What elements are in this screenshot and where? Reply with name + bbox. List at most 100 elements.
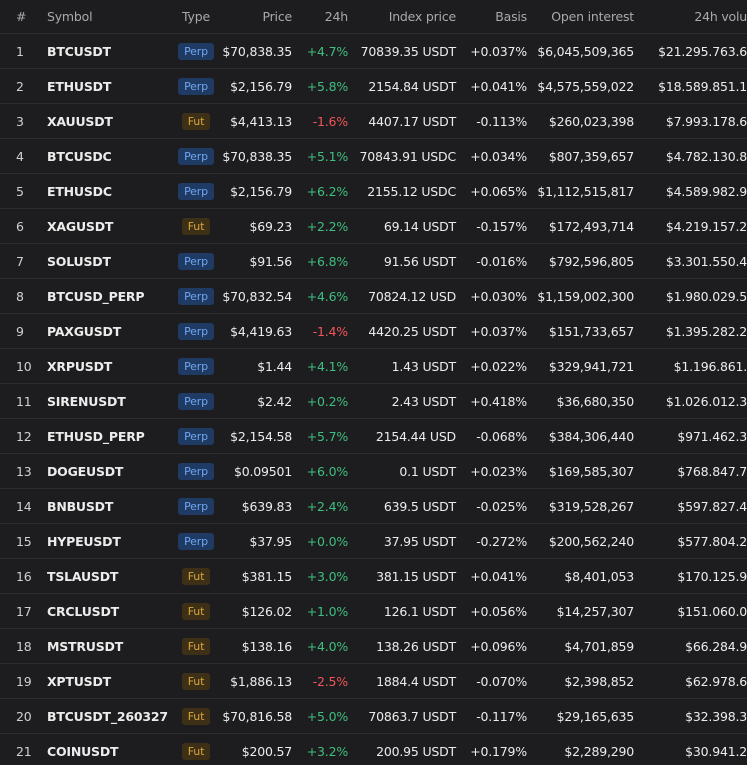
volume-24h: $3.301.550.4	[665, 253, 747, 269]
change-24h: +6.2%	[306, 183, 348, 199]
symbol: BNBUSDT	[47, 498, 114, 514]
symbol-cell: COINUSDT	[47, 734, 119, 765]
price-cell: $70,832.54	[222, 279, 292, 313]
type: Perp	[178, 42, 214, 60]
basis: +0.023%	[470, 463, 527, 479]
symbol-cell: CRCLUSDT	[47, 594, 119, 628]
basis: +0.037%	[470, 43, 527, 59]
open-interest-cell: $4,575,559,022	[537, 69, 634, 103]
type: Perp	[178, 392, 214, 410]
symbol: BTCUSDT_260327	[47, 708, 168, 724]
table-row: 19 XPTUSDT Fut $1,886.13 -2.5% 1884.4 USDT -0.…	[0, 664, 747, 699]
symbol-cell: BTCUSDT_260327	[47, 699, 168, 733]
index-cell: 15	[16, 524, 32, 558]
type-cell: Perp	[156, 244, 236, 278]
header-text: #	[16, 9, 27, 24]
type-cell: Perp	[156, 279, 236, 313]
type: Fut	[181, 602, 211, 620]
index-price-cell: 70839.35 USDT	[360, 34, 457, 68]
volume-24h-cell: $30.941.2	[685, 734, 747, 765]
change-24h: +5.8%	[306, 78, 348, 94]
table-row: 5 ETHUSDC Perp $2,156.79 +6.2% 2155.12 USDC +0…	[0, 174, 747, 209]
change-24h-cell: +0.2%	[307, 384, 348, 418]
index: 12	[16, 428, 32, 444]
symbol: SOLUSDT	[47, 253, 111, 269]
basis-cell: +0.037%	[470, 34, 527, 68]
symbol-cell: PAXGUSDT	[47, 314, 121, 348]
basis-cell: +0.179%	[470, 734, 527, 765]
column-header: Open interest	[551, 0, 634, 33]
basis: +0.037%	[470, 323, 527, 339]
header-text: Type	[182, 9, 210, 24]
type: Perp	[178, 252, 214, 270]
index-price-cell: 381.15 USDT	[376, 559, 456, 593]
volume-24h: $1.395.282.2	[665, 323, 747, 339]
open-interest: $6,045,509,365	[537, 43, 634, 59]
volume-24h-cell: $4.219.157.2	[666, 209, 747, 243]
basis: +0.030%	[470, 288, 527, 304]
table-row: 7 SOLUSDT Perp $91.56 +6.8% 91.56 USDT -0.016%…	[0, 244, 747, 279]
symbol: SIRENUSDT	[47, 393, 126, 409]
change-24h: +6.0%	[306, 463, 348, 479]
type: Perp	[178, 147, 214, 165]
symbol: ETHUSDT	[47, 78, 112, 94]
index-price: 70839.35 USDT	[360, 43, 457, 59]
symbol: XPTUSDT	[47, 673, 111, 689]
column-header: Type	[156, 0, 236, 33]
change-24h: +4.7%	[306, 43, 348, 59]
column-header: Symbol	[47, 0, 93, 33]
change-24h-cell: +1.0%	[307, 594, 348, 628]
open-interest: $4,575,559,022	[537, 78, 634, 94]
change-24h-cell: -2.5%	[313, 664, 348, 698]
price: $4,419.63	[230, 323, 292, 339]
symbol: PAXGUSDT	[47, 323, 122, 339]
index-price: 381.15 USDT	[376, 568, 456, 584]
type-cell: Perp	[156, 174, 236, 208]
change-24h: -1.6%	[312, 113, 348, 129]
index-price-cell: 70843.91 USDC	[360, 139, 457, 173]
index-price: 1.43 USDT	[391, 358, 457, 374]
symbol: DOGEUSDT	[47, 463, 124, 479]
volume-24h: $768.847.7	[677, 463, 747, 479]
index-cell: 2	[16, 69, 24, 103]
index: 11	[16, 393, 32, 409]
open-interest: $319,528,267	[548, 498, 634, 514]
basis-cell: +0.056%	[470, 594, 527, 628]
volume-24h: $597.827.4	[677, 498, 747, 514]
volume-24h: $21.295.763.6	[658, 43, 747, 59]
open-interest: $2,398,852	[564, 673, 634, 689]
symbol: MSTRUSDT	[47, 638, 124, 654]
index-price: 126.1 USDT	[383, 603, 456, 619]
index-price-cell: 4420.25 USDT	[368, 314, 456, 348]
table-row: 1 BTCUSDT Perp $70,838.35 +4.7% 70839.35 USDT…	[0, 34, 747, 69]
volume-24h-cell: $7.993.178.6	[666, 104, 747, 138]
open-interest: $29,165,635	[556, 708, 635, 724]
change-24h-cell: -1.6%	[313, 104, 348, 138]
volume-24h: $1.026.012.3	[665, 393, 747, 409]
symbol-cell: XRPUSDT	[47, 349, 112, 383]
type: Fut	[181, 742, 211, 760]
type-cell: Fut	[156, 594, 236, 628]
type-cell: Perp	[156, 349, 236, 383]
symbol-cell: XAGUSDT	[47, 209, 113, 243]
type: Perp	[178, 182, 214, 200]
open-interest-cell: $792,596,805	[549, 244, 634, 278]
table-row: 8 BTCUSD_PERP Perp $70,832.54 +4.6% 70824.12 …	[0, 279, 747, 314]
index-cell: 19	[16, 664, 32, 698]
table-row: 2 ETHUSDT Perp $2,156.79 +5.8% 2154.84 USDT +0…	[0, 69, 747, 104]
type: Perp	[178, 427, 214, 445]
header-text: Symbol	[47, 9, 93, 24]
basis-cell: +0.096%	[470, 629, 527, 663]
price-cell: $2,156.79	[230, 174, 292, 208]
type-cell: Fut	[156, 664, 236, 698]
volume-24h: $66.284.9	[685, 638, 747, 654]
index-price-cell: 2155.12 USDC	[367, 174, 456, 208]
open-interest: $1,112,515,817	[537, 183, 634, 199]
open-interest: $14,257,307	[556, 603, 635, 619]
index-price: 4420.25 USDT	[368, 323, 456, 339]
index-cell: 21	[16, 734, 32, 765]
index-price-cell: 4407.17 USDT	[368, 104, 456, 138]
index-price: 70863.7 USDT	[368, 708, 456, 724]
type: Perp	[178, 497, 214, 515]
